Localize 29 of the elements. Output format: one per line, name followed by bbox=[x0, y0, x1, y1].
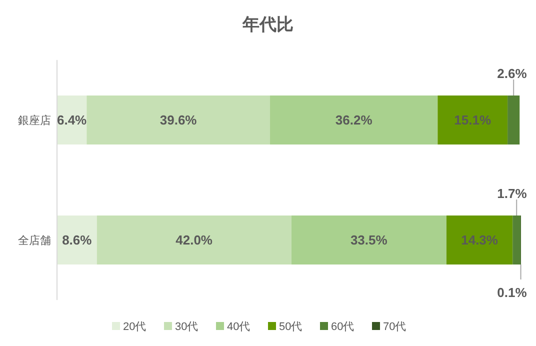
data-label: 42.0% bbox=[176, 232, 213, 248]
legend-label: 40代 bbox=[227, 320, 250, 333]
data-label: 0.1% bbox=[497, 285, 528, 300]
legend-label: 30代 bbox=[175, 320, 198, 333]
bar bbox=[270, 96, 438, 144]
data-label: 33.5% bbox=[350, 232, 388, 248]
y-tick-label: 全店舗 bbox=[18, 234, 51, 247]
bar bbox=[438, 96, 508, 144]
data-label: 36.2% bbox=[335, 112, 373, 128]
data-label: 15.1% bbox=[454, 112, 492, 128]
data-label: 6.4% bbox=[57, 112, 88, 128]
bar bbox=[57, 216, 97, 264]
legend-label: 50代 bbox=[279, 320, 302, 333]
bar bbox=[446, 216, 513, 264]
bar bbox=[96, 216, 292, 264]
bar bbox=[86, 96, 270, 144]
data-label: 2.6% bbox=[497, 66, 528, 82]
data-label: 8.6% bbox=[62, 232, 92, 248]
bar bbox=[291, 216, 446, 264]
legend-label: 70代 bbox=[383, 320, 406, 333]
y-tick-label: 銀座店 bbox=[18, 114, 51, 127]
data-label: 14.3% bbox=[461, 232, 498, 248]
legend-label: 20代 bbox=[123, 320, 146, 333]
data-label: 1.7% bbox=[497, 186, 528, 202]
bar bbox=[508, 96, 520, 144]
chart-title: 年代比 bbox=[242, 15, 294, 34]
bar bbox=[512, 216, 521, 264]
legend-label: 60代 bbox=[331, 320, 354, 333]
data-label: 39.6% bbox=[160, 112, 198, 128]
